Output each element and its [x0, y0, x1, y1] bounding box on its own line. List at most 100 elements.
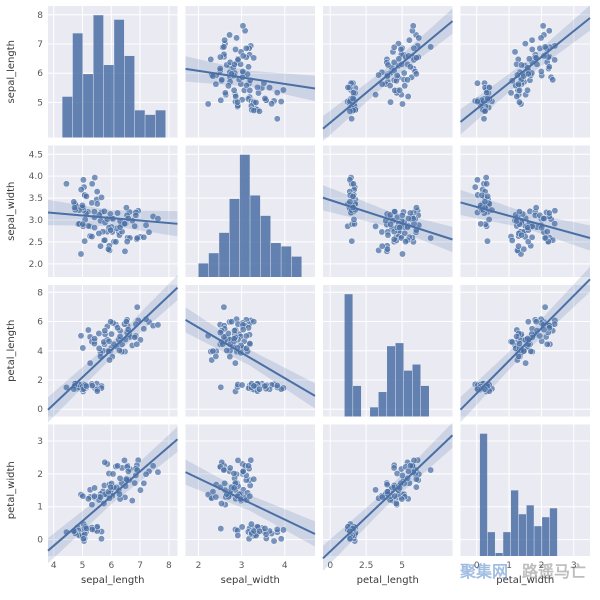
hist-bar	[145, 115, 155, 138]
scatter-point	[114, 325, 120, 331]
hist-bar	[114, 20, 124, 138]
scatter-point	[399, 101, 405, 107]
scatter-point	[474, 80, 480, 86]
scatter-point	[221, 37, 227, 43]
hist-bar	[271, 243, 281, 277]
scatter-point	[391, 465, 397, 471]
xtick: 5	[399, 561, 405, 571]
ytick: 4	[37, 347, 43, 357]
scatter-point	[398, 46, 404, 52]
xtick: 4	[282, 561, 288, 571]
hist-bar	[495, 553, 502, 556]
scatter-point	[402, 238, 408, 244]
hist-bar	[404, 371, 412, 417]
scatter-point	[529, 37, 535, 43]
hist-bar	[412, 365, 420, 417]
scatter-point	[102, 459, 108, 465]
scatter-point	[232, 46, 238, 52]
hist-bar	[511, 490, 518, 556]
scatter-point	[96, 230, 102, 236]
scatter-point	[113, 239, 119, 245]
scatter-point	[256, 386, 262, 392]
hist-bar	[250, 195, 260, 277]
xtick: 5	[80, 561, 86, 571]
scatter-point	[263, 531, 269, 537]
cell-1-0: 2.02.53.03.54.04.5sepal_width	[6, 146, 178, 278]
cell-0-3	[461, 5, 591, 137]
scatter-point	[94, 388, 100, 394]
hist-bar	[292, 257, 302, 277]
scatter-point	[253, 99, 259, 105]
scatter-point	[472, 184, 478, 190]
scatter-point	[515, 243, 521, 249]
cell-0-2	[323, 6, 453, 141]
scatter-point	[379, 243, 385, 249]
scatter-point	[349, 238, 355, 244]
scatter-point	[233, 35, 239, 41]
xtick: 8	[166, 561, 172, 571]
hist-bar	[503, 532, 510, 556]
scatter-point	[509, 339, 515, 345]
hist-bar	[62, 97, 72, 138]
scatter-point	[232, 360, 238, 366]
scatter-point	[393, 500, 399, 506]
scatter-point	[80, 345, 86, 351]
scatter-point	[217, 54, 223, 60]
scatter-point	[155, 322, 161, 328]
scatter-point	[550, 77, 556, 83]
scatter-point	[372, 223, 378, 229]
scatter-point	[89, 526, 95, 532]
hist-bar	[421, 386, 429, 417]
scatter-point	[391, 236, 397, 242]
scatter-point	[256, 108, 262, 114]
xtick: 2	[196, 561, 202, 571]
scatter-point	[231, 470, 237, 476]
scatter-point	[235, 457, 241, 463]
scatter-point	[235, 532, 241, 538]
scatter-point	[248, 521, 254, 527]
hist-bar	[370, 407, 378, 416]
scatter-point	[98, 536, 104, 542]
scatter-point	[240, 326, 246, 332]
scatter-point	[81, 238, 87, 244]
scatter-point	[245, 64, 251, 70]
scatter-point	[141, 480, 147, 486]
scatter-point	[94, 188, 100, 194]
scatter-point	[134, 341, 140, 347]
pairplot-svg: 5678sepal_length2.02.53.03.54.04.5sepal_…	[0, 0, 600, 596]
xtick: 0	[474, 561, 480, 571]
scatter-point	[538, 35, 544, 41]
scatter-point	[92, 174, 98, 180]
hist-bar	[104, 65, 114, 137]
scatter-point	[542, 304, 548, 310]
scatter-point	[406, 37, 412, 43]
scatter-point	[399, 496, 405, 502]
scatter-point	[231, 327, 237, 333]
hist-bar	[480, 434, 487, 556]
scatter-point	[379, 229, 385, 235]
ylabel: petal_width	[6, 461, 17, 519]
xtick: 1	[506, 561, 512, 571]
scatter-point	[218, 384, 224, 390]
scatter-point	[227, 465, 233, 471]
scatter-point	[83, 193, 89, 199]
scatter-point	[239, 382, 245, 388]
ytick: 3	[37, 437, 43, 447]
scatter-point	[410, 23, 416, 29]
scatter-point	[221, 44, 227, 50]
scatter-point	[102, 328, 108, 334]
cell-3-0: 45678sepal_length0123petal_width	[6, 425, 178, 587]
scatter-point	[94, 201, 100, 207]
scatter-point	[89, 233, 95, 239]
scatter-point	[205, 101, 211, 107]
scatter-point	[247, 340, 253, 346]
scatter-point	[108, 331, 114, 337]
cell-3-3: 0123petal_width	[461, 425, 591, 587]
scatter-point	[243, 45, 249, 51]
scatter-point	[399, 251, 405, 257]
hist-bar	[198, 263, 208, 277]
scatter-point	[402, 83, 408, 89]
scatter-point	[529, 234, 535, 240]
ytick: 4.0	[29, 172, 44, 182]
scatter-point	[91, 485, 97, 491]
